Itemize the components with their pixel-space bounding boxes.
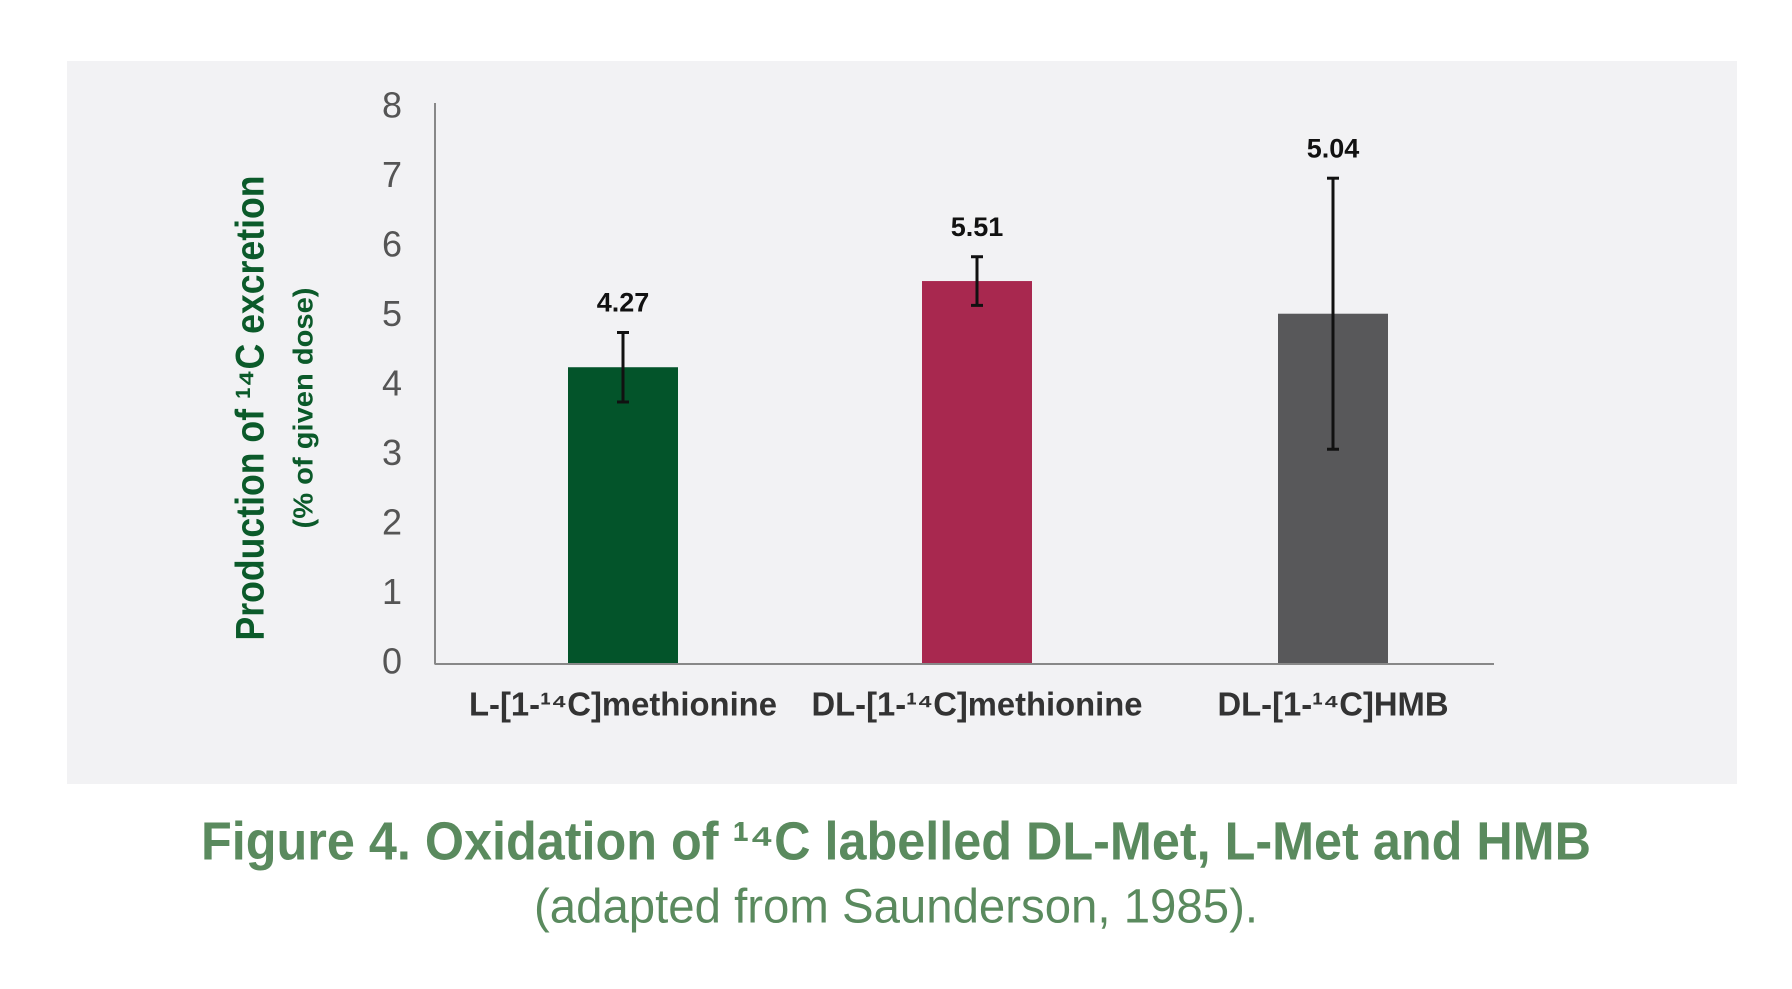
y-tick-label: 0 <box>382 641 402 682</box>
caption-note: (adapted from Saunderson, 1985). <box>534 881 1258 934</box>
y-tick-label: 1 <box>382 571 402 612</box>
value-label: 5.51 <box>951 212 1004 242</box>
x-tick-label: L-[1-¹⁴C]methionine <box>469 686 777 723</box>
y-tick-label: 6 <box>382 224 402 265</box>
y-tick-label: 8 <box>382 85 402 126</box>
y-axis-label: Production of ¹⁴C excretion <box>229 176 273 641</box>
y-tick-label: 7 <box>382 154 402 195</box>
y-tick-label: 4 <box>382 363 402 404</box>
caption: Figure 4. Oxidation of ¹⁴C labelled DL-M… <box>201 811 1591 871</box>
bar <box>568 367 678 664</box>
value-label: 4.27 <box>597 288 650 318</box>
y-tick-label: 3 <box>382 432 402 473</box>
y-tick-label: 2 <box>382 502 402 543</box>
y-axis-sublabel: (% of given dose) <box>287 288 318 529</box>
x-tick-label: DL-[1-¹⁴C]methionine <box>812 686 1143 723</box>
y-tick-label: 5 <box>382 293 402 334</box>
value-label: 5.04 <box>1307 133 1360 163</box>
x-tick-label: DL-[1-¹⁴C]HMB <box>1218 686 1449 723</box>
bar <box>922 281 1032 664</box>
